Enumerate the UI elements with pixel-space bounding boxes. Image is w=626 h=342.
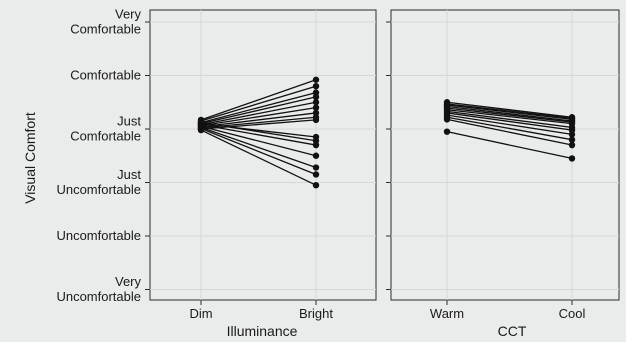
y-tick-label: Uncomfortable [56, 228, 141, 243]
cct-series-line [446, 103, 573, 119]
illuminance-point-bright [312, 83, 320, 90]
y-tick-label: Just Comfortable [70, 114, 141, 144]
cct-series-line [446, 114, 573, 135]
cct-x-tick-label: Warm [430, 306, 464, 321]
illuminance-point-bright [312, 99, 320, 106]
cct-point-cool [568, 136, 576, 143]
illuminance-panel-frame [149, 9, 377, 301]
cct-panel-content: Warm Cool [386, 10, 619, 321]
y-tick-label-line: Uncomfortable [56, 182, 141, 197]
cct-point-cool [568, 131, 576, 138]
illuminance-point-bright [312, 152, 320, 159]
cct-series-line [446, 110, 573, 129]
illuminance-point-bright [312, 171, 320, 178]
illuminance-series-line [200, 91, 317, 124]
cct-point-cool [568, 141, 576, 149]
y-tick-label-line: Very [115, 7, 142, 22]
y-tick-label-line: Very [115, 274, 142, 289]
illuminance-x-tick-label: Dim [189, 306, 212, 321]
illuminance-series-line [200, 121, 317, 142]
illuminance-series-line [200, 101, 317, 126]
illuminance-point-bright [312, 93, 320, 101]
y-tick-label-line: Comfortable [70, 68, 141, 83]
cct-panel-frame [390, 9, 620, 301]
y-tick-label-line: Comfortable [70, 129, 141, 144]
cct-x-tick-label: Cool [559, 306, 586, 321]
cct-point-warm [443, 116, 451, 123]
cct-series-line [446, 116, 573, 141]
illuminance-point-bright [312, 116, 320, 124]
illuminance-series-line [200, 96, 317, 125]
illuminance-point-dim [197, 119, 205, 126]
y-tick-label: Just Uncomfortable [56, 167, 141, 197]
cct-panel: Warm Cool CCT [386, 9, 620, 339]
y-tick-label-line: Comfortable [70, 22, 141, 37]
y-tick-label: Very Uncomfortable [56, 274, 141, 304]
y-tick-label: Comfortable [70, 68, 141, 83]
cct-series-line [446, 107, 573, 123]
illuminance-point-dim [197, 126, 205, 134]
illuminance-point-bright [312, 137, 320, 144]
y-tick-label-line: Just [117, 114, 141, 129]
illuminance-series-line [200, 129, 317, 186]
cct-series-line [446, 118, 573, 146]
cct-series-line [446, 104, 573, 121]
illuminance-series-line [200, 124, 317, 146]
y-axis-title: Visual Comfort [22, 112, 38, 204]
y-tick-label-line: Just [117, 167, 141, 182]
illuminance-panel-content: Dim Bright [145, 10, 376, 321]
illuminance-series-line [200, 127, 317, 176]
x-axis-title-cct: CCT [498, 323, 527, 339]
illuminance-point-bright [312, 181, 320, 189]
illuminance-series-line [200, 126, 317, 169]
y-tick-label: Very Comfortable [70, 7, 141, 37]
illuminance-series-line [200, 106, 317, 127]
cct-series-line [446, 105, 573, 122]
illuminance-series-line [200, 125, 317, 157]
illuminance-series-line [200, 79, 317, 121]
illuminance-series-line [200, 85, 317, 122]
illuminance-panel: Dim Bright Illuminance [145, 9, 377, 339]
illuminance-point-bright [312, 164, 320, 171]
cct-point-warm [443, 128, 451, 135]
cct-series-line [446, 101, 573, 118]
illuminance-x-tick-label: Bright [299, 306, 333, 321]
cct-series-line [446, 112, 573, 131]
y-tick-label-line: Uncomfortable [56, 228, 141, 243]
y-tick-label-line: Uncomfortable [56, 289, 141, 304]
illuminance-point-bright [312, 104, 320, 111]
cct-point-cool [568, 155, 576, 162]
cct-series-line [446, 109, 573, 125]
illuminance-point-bright [312, 76, 320, 83]
cct-series-line [446, 131, 573, 160]
illuminance-series-line [200, 112, 317, 128]
x-axis-title-illuminance: Illuminance [227, 323, 298, 339]
